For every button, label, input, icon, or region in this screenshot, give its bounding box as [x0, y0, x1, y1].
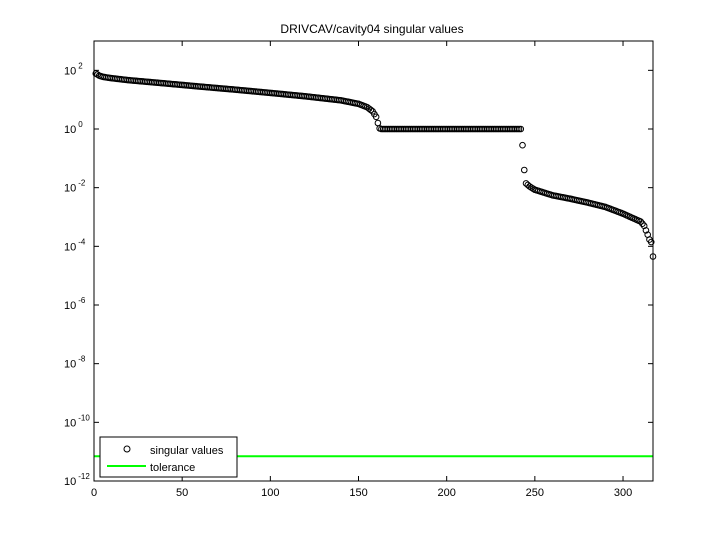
x-tick-label: 300 [614, 487, 632, 499]
singular-value-point [642, 227, 650, 234]
singular-value-point [639, 220, 646, 227]
x-tick-label: 250 [526, 487, 544, 499]
singular-value-point [637, 218, 644, 225]
singular-value-point [647, 238, 655, 246]
x-tick-label: 50 [176, 487, 188, 499]
singular-value-point [520, 166, 528, 174]
plot-frame [93, 40, 654, 482]
y-tick-label: 10 2 [64, 61, 83, 77]
singular-value-point [517, 125, 525, 133]
legend-label-tolerance: tolerance [150, 462, 195, 474]
x-tick-label: 200 [438, 487, 456, 499]
singular-value-point [367, 106, 375, 114]
singular-value-point [515, 125, 523, 133]
legend-marker-singular-values [123, 445, 131, 453]
y-tick-label: 10 -10 [64, 413, 90, 429]
x-tick-label: 100 [261, 487, 279, 499]
singular-value-point [372, 113, 380, 121]
y-tick-label: 10 -4 [64, 237, 86, 253]
plot-layer [92, 70, 657, 458]
x-axis: 0 50 100 150 200 250 300 [91, 41, 632, 499]
x-tick-label: 0 [91, 487, 97, 499]
singular-value-point [513, 125, 521, 133]
chart-title: DRIVCAV/cavity04 singular values [280, 22, 463, 36]
y-tick-label: 10 -6 [64, 296, 86, 312]
singular-value-point [519, 141, 526, 149]
legend-box [99, 436, 238, 478]
y-tick-label: 10 -12 [64, 472, 90, 488]
y-tick-label: 10 -8 [64, 355, 86, 371]
legend: singular values tolerance [99, 436, 238, 478]
legend-label-singular-values: singular values [150, 445, 224, 457]
y-tick-label: 10 -2 [64, 179, 86, 195]
y-tick-label: 10 0 [64, 120, 83, 136]
x-tick-label: 150 [349, 487, 367, 499]
